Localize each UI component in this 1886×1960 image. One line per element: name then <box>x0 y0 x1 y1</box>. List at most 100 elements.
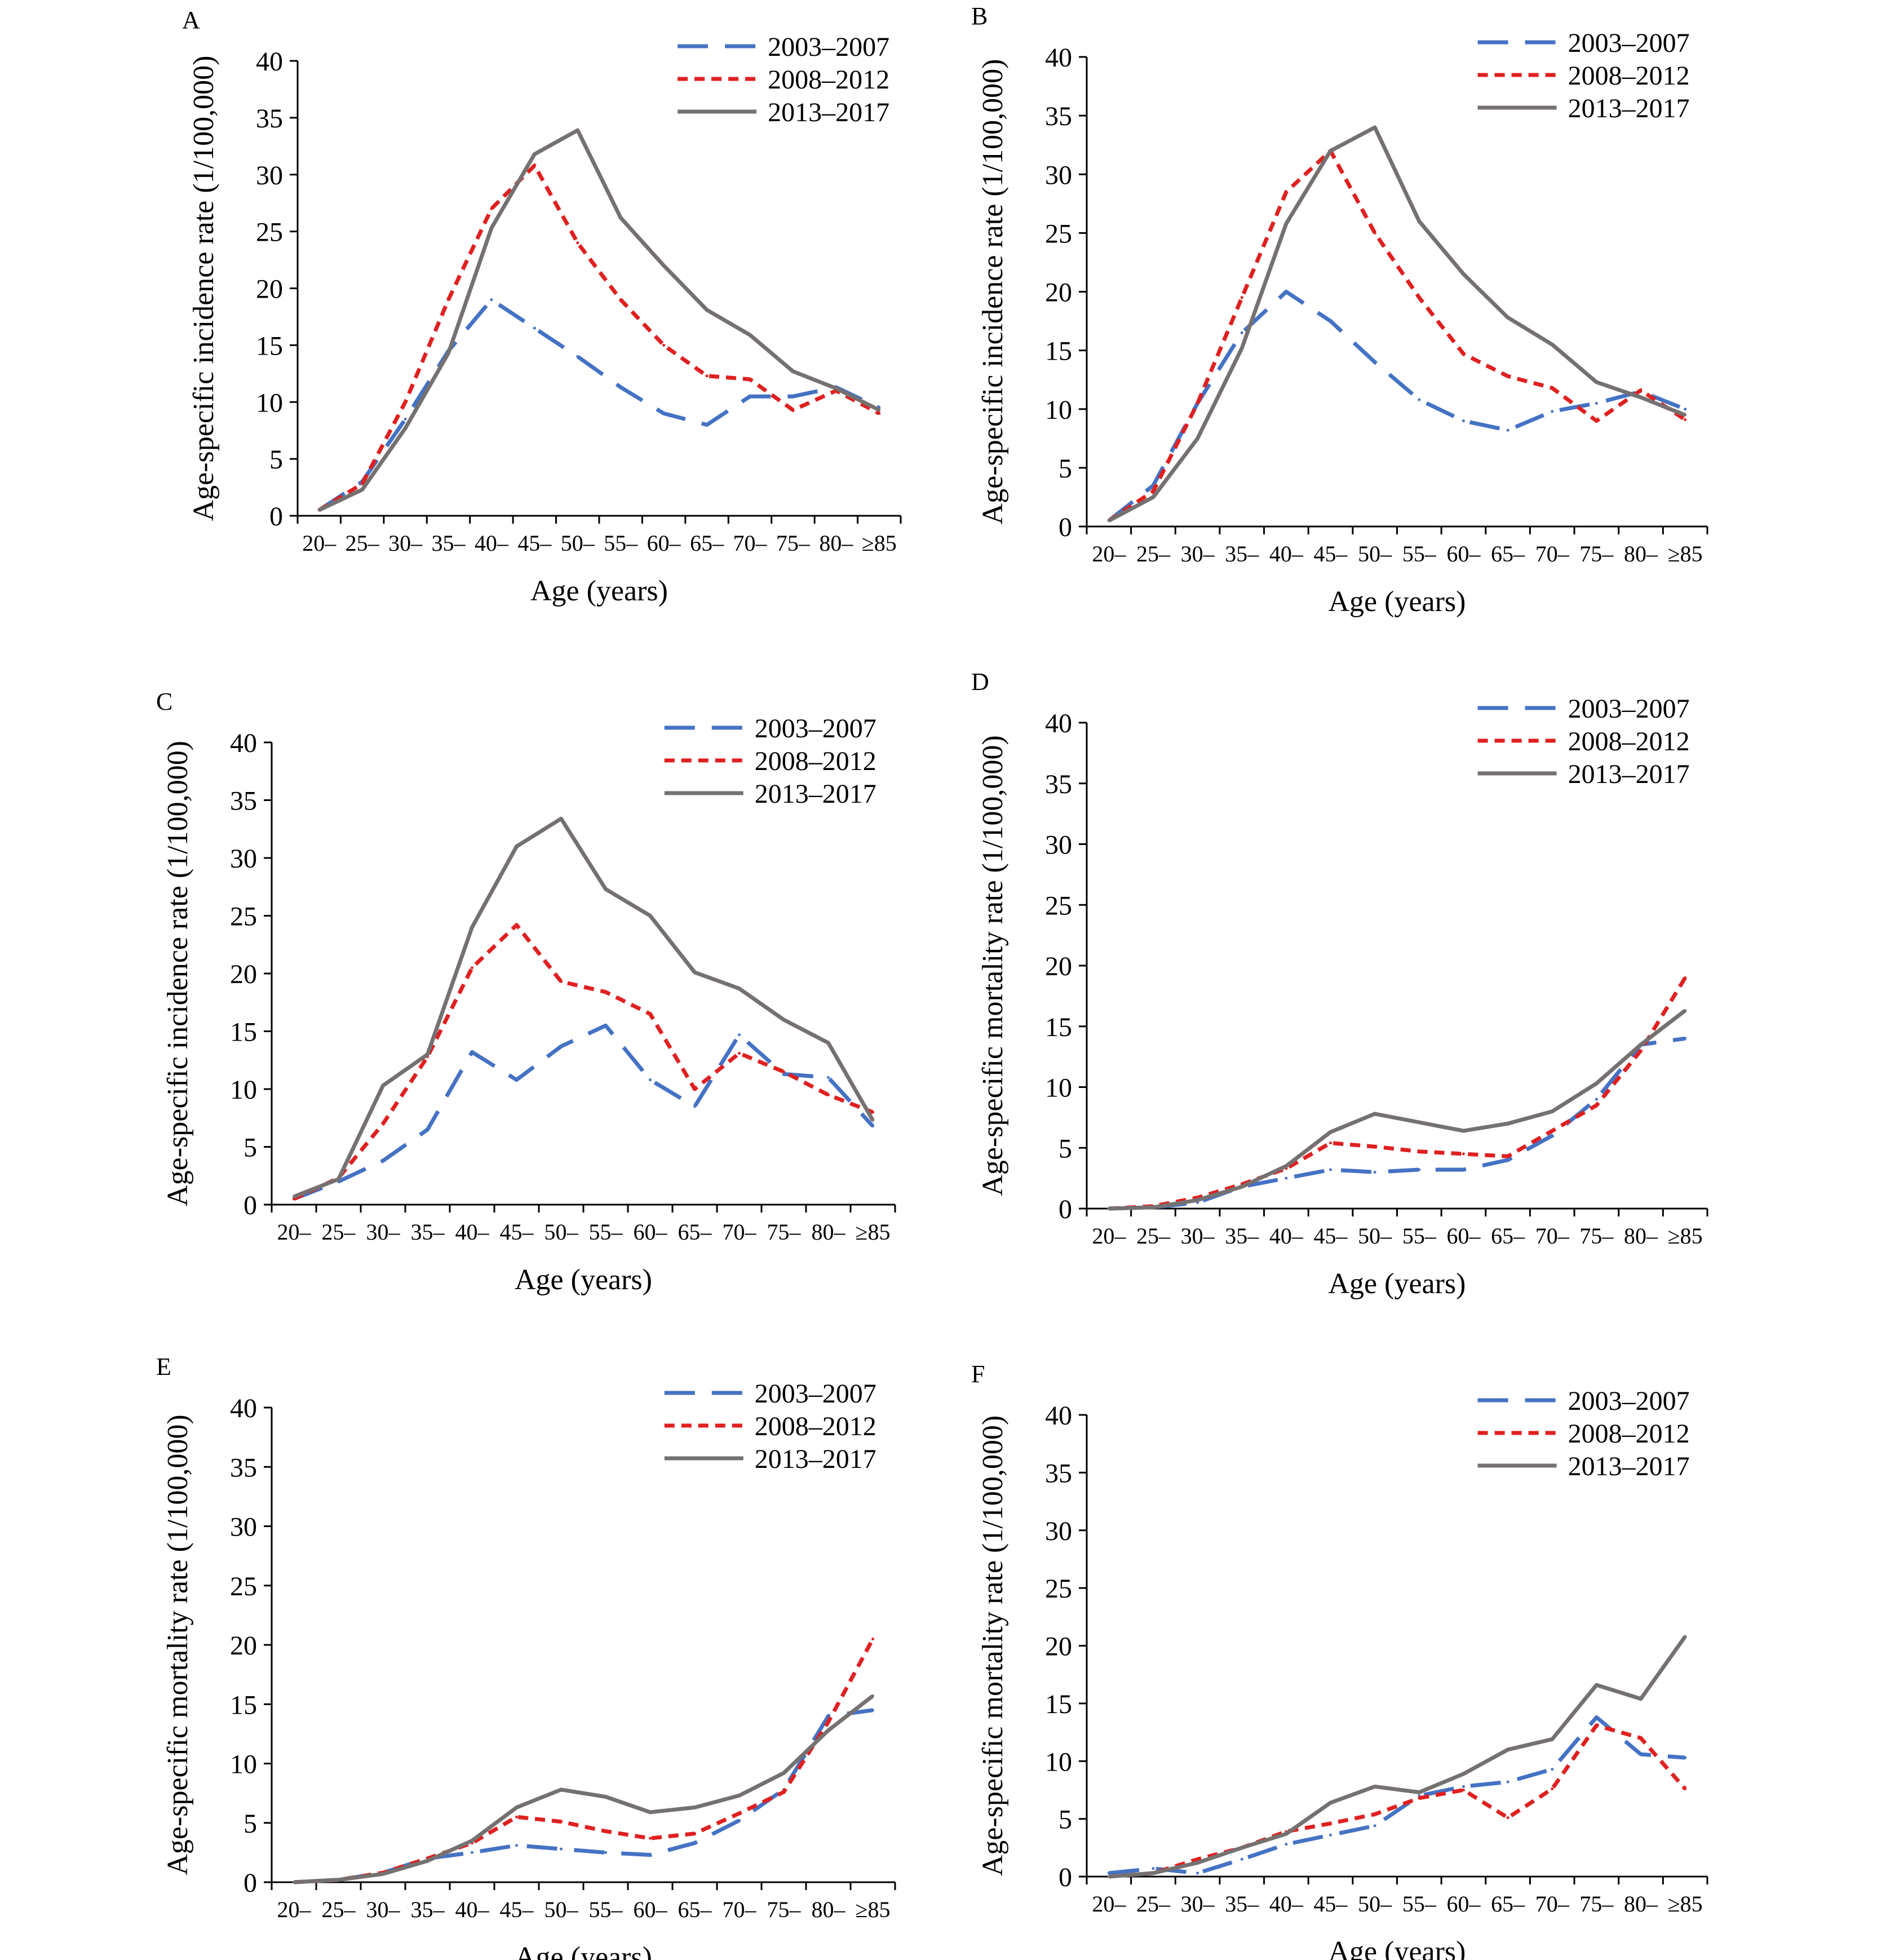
panel-f-x-tick-label: 75– <box>1579 1891 1614 1917</box>
panel-a-series-2-point <box>490 207 493 210</box>
panel-c-series-3-point <box>604 887 607 891</box>
panel-c-series-3-point <box>871 1118 874 1122</box>
panel-b-series-2-point <box>1285 190 1288 193</box>
panel-e-series-3-line <box>294 1694 874 1884</box>
panel-d-series-1-point <box>1684 1037 1687 1040</box>
panel-b-x-tick-label: 80– <box>1624 541 1658 567</box>
panel-d-series-3-point <box>1462 1129 1465 1132</box>
panel-b-series-1-point <box>1240 331 1243 334</box>
panel-e-x-tick-label: 25– <box>322 1897 356 1922</box>
panel-a-series-3-point <box>878 408 881 412</box>
panel-a-series-2-point <box>576 241 579 245</box>
panel-a: A 0 5 10 15 20 25 30 35 40 20– 25– 30– 35– 40– 45– 50– 55… <box>182 6 902 607</box>
panel-c-y-tick-label: 0 <box>244 1191 257 1220</box>
panel-c-x-tick-label: 35– <box>411 1219 445 1245</box>
panel-c-series-1-point <box>738 1033 741 1037</box>
panel-a-y-tick-label: 40 <box>256 47 283 77</box>
panel-f-x-tick-label: 80– <box>1624 1891 1658 1917</box>
panel-a-series-3-point <box>576 129 579 132</box>
panel-f-series-3-point <box>1506 1748 1509 1751</box>
panel-b-series-1-point <box>1506 428 1509 432</box>
panel-f-x-tick-label: 25– <box>1136 1891 1171 1917</box>
panel-b-x-tick-label: 75– <box>1579 541 1614 567</box>
panel-b-series-3-point <box>1595 381 1598 384</box>
panel-e-series-3-point <box>426 1859 429 1862</box>
panel-b-series-2-point <box>1152 490 1155 493</box>
panel-d-x-tick-label: 70– <box>1535 1223 1570 1249</box>
panel-a-series-1-line <box>318 298 880 512</box>
panel-e-series-2-point <box>560 1820 563 1824</box>
panel-f-series-2-point <box>1462 1788 1465 1791</box>
panel-e-series-3-point <box>827 1729 830 1732</box>
panel-f-y-axis-title: Age-specific mortality rate (1/100,000) <box>977 1415 1009 1876</box>
panel-d-series-1-point <box>1329 1168 1332 1171</box>
panel-c-series-1-line <box>293 1023 875 1201</box>
panel-c-x-tick-label: 45– <box>500 1219 534 1245</box>
panel-a-x-tick-label: 30– <box>388 530 423 556</box>
panel-e-series-1-point <box>649 1853 652 1857</box>
panel-d-series-3-point <box>1506 1122 1509 1125</box>
panel-a-legend-label-1: 2003–2007 <box>768 32 889 62</box>
panel-a-series-1-point <box>533 326 536 330</box>
panel-d-series-1-point <box>1373 1170 1376 1174</box>
panel-f-series-1-point <box>1152 1867 1155 1870</box>
panel-b-y-tick-label: 10 <box>1045 395 1072 425</box>
panel-e-series-3-point <box>871 1694 874 1698</box>
panel-a-series-3-point <box>705 308 709 312</box>
panel-f-series-3-point <box>1418 1791 1421 1794</box>
panel-f-x-tick-label: 50– <box>1358 1891 1392 1917</box>
panel-d-x-tick-label: 65– <box>1491 1223 1525 1249</box>
panel-d-x-axis-title: Age (years) <box>1329 1268 1466 1300</box>
panel-e-y-tick-label: 35 <box>230 1453 257 1483</box>
panel-c-x-tick-label: 70– <box>723 1219 757 1245</box>
panel-e-series-1-point <box>604 1851 607 1854</box>
panel-e-series-1-point <box>738 1819 741 1822</box>
panel-c-y-tick-label: 35 <box>230 786 257 816</box>
panel-e-legend-label-1: 2003–2007 <box>755 1379 876 1409</box>
panel-b-series-2-point <box>1639 388 1642 392</box>
panel-c-x-tick-label: 30– <box>366 1219 401 1245</box>
panel-d-series-1-point <box>1462 1168 1465 1171</box>
panel-d-legend-label-2: 2008–2012 <box>1568 727 1690 756</box>
panel-c-series-1-point <box>515 1078 518 1082</box>
panel-a-letter: A <box>182 6 200 34</box>
panel-c-y-tick-label: 5 <box>244 1133 257 1163</box>
panel-f-x-tick-label: 65– <box>1491 1891 1525 1917</box>
panel-c-series-3-point <box>293 1195 295 1198</box>
panel-f-series-1-point <box>1684 1756 1687 1759</box>
panel-a-series-3-point <box>791 370 795 373</box>
panel-a-series-1-point <box>490 298 493 302</box>
panel-a-series-3-point <box>662 264 666 267</box>
panel-c-x-tick-label: 50– <box>544 1219 579 1245</box>
panel-f-series-3-point <box>1595 1683 1598 1687</box>
panel-a-y-tick-label: 0 <box>269 502 283 532</box>
panel-b-series-3-point <box>1196 437 1199 440</box>
panel-f-series-1-point <box>1639 1753 1642 1756</box>
panel-d-series-2-point <box>1506 1154 1509 1158</box>
panel-d-x-tick-label: 20– <box>1092 1223 1126 1249</box>
panel-e-series-1-line <box>294 1708 873 1884</box>
panel-e-y-tick-label: 10 <box>230 1750 257 1780</box>
panel-b-series-1-point <box>1329 320 1332 323</box>
panel-c-y-tick-label: 30 <box>230 844 257 874</box>
panel-a-series-2-point <box>791 408 795 412</box>
panel-c-series-1-point <box>827 1076 830 1079</box>
panel-d-y-tick-label: 0 <box>1059 1194 1072 1224</box>
panel-a-series-1-point <box>705 423 709 427</box>
panel-b-x-tick-label: ≥85 <box>1668 541 1703 567</box>
panel-b-series-3-point <box>1551 343 1554 346</box>
panel-c-series-2-point <box>738 1051 741 1055</box>
panel-a-x-axis-title: Age (years) <box>530 575 668 607</box>
panel-f-series-2-point <box>1196 1857 1199 1861</box>
panel-f-y-tick-label: 15 <box>1045 1689 1072 1719</box>
panel-a-x-tick-label: 70– <box>733 530 768 556</box>
panel-c-series-1-point <box>382 1159 384 1162</box>
panel-c-series-3-line <box>293 816 875 1198</box>
panel-e-legend-label-2: 2008–2012 <box>755 1412 876 1441</box>
panel-c-series-3-point <box>471 926 473 929</box>
panel-e-series-2-point <box>693 1832 696 1835</box>
panel-b-series-2-line <box>1108 149 1686 523</box>
panel-f-x-tick-label: ≥85 <box>1668 1891 1703 1917</box>
panel-f-y-tick-label: 20 <box>1045 1632 1072 1662</box>
panel-d-series-3-point <box>1595 1082 1598 1085</box>
